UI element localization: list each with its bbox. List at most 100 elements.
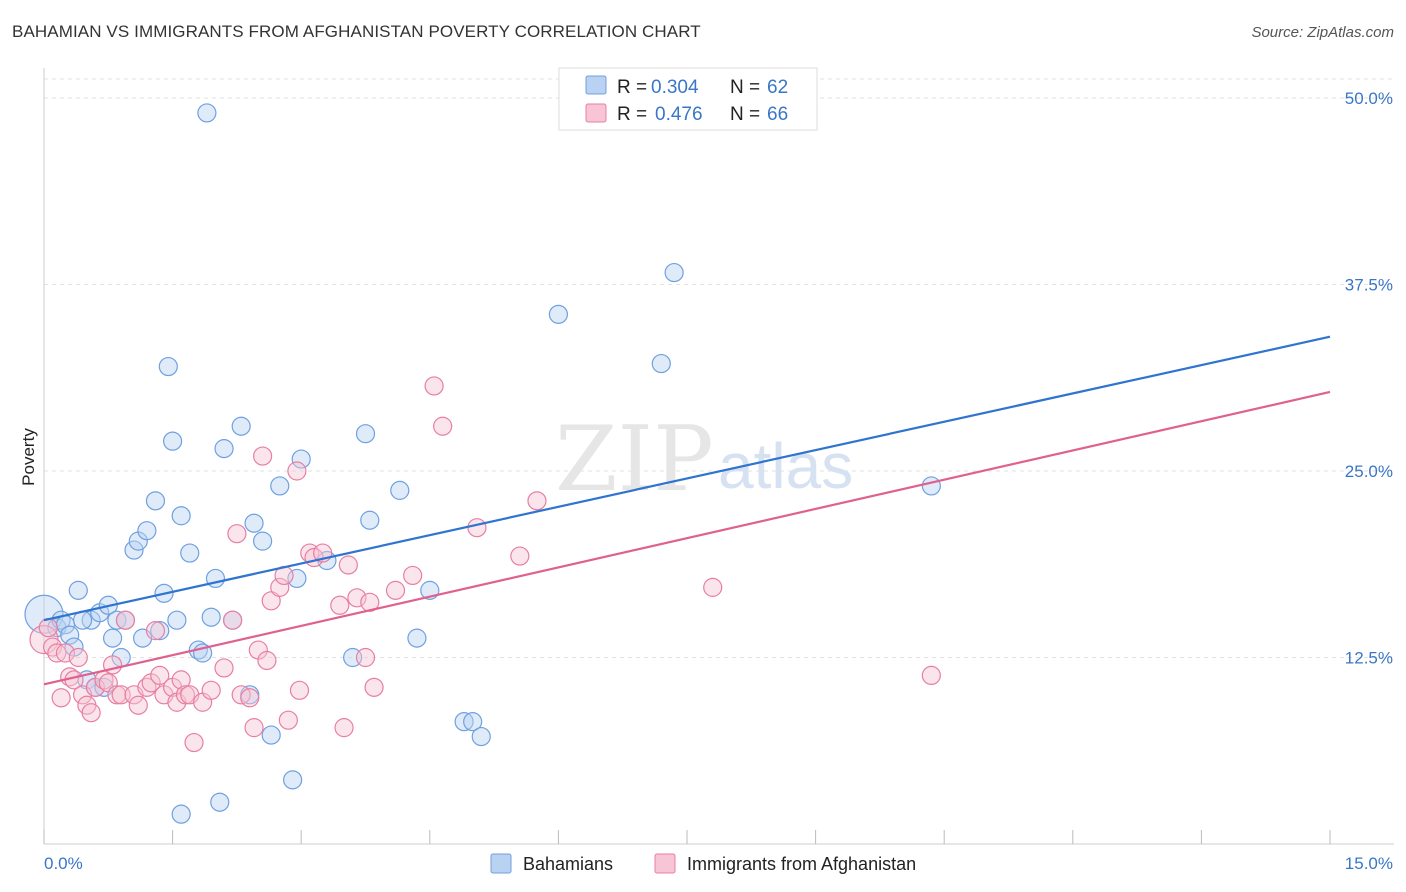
afghan-point-47 — [287, 461, 307, 481]
watermark: ZIP atlas — [555, 407, 853, 512]
bahamian-point-37 — [244, 513, 264, 533]
bahamian-point-4 — [60, 625, 80, 645]
bottom-legend-label-afghanistan: Immigrants from Afghanistan — [687, 854, 916, 874]
afghan-point-56 — [355, 647, 376, 668]
bahamian-point-35 — [231, 416, 251, 436]
afghan-point-23 — [145, 621, 166, 641]
bahamian-point-12 — [102, 628, 123, 648]
bahamian-point-0 — [24, 594, 64, 634]
legend-r-value-1: 0.304 — [651, 77, 699, 98]
bahamian-point-23 — [163, 431, 183, 451]
legend-swatch-bahamians — [585, 75, 607, 95]
afghan-point-42 — [257, 650, 277, 671]
afghan-point-65 — [527, 491, 547, 511]
bottom-legend-swatch-afghanistan — [654, 853, 676, 874]
bahamian-point-6 — [68, 580, 88, 600]
x-tick-labels: 0.0% 15.0% — [44, 854, 1393, 873]
bahamian-point-20 — [145, 491, 166, 511]
bahamian-point-21 — [150, 621, 170, 641]
legend-r-label-2: R = — [617, 104, 647, 125]
bahamian-trend-line — [43, 335, 1331, 622]
afghan-point-62 — [433, 416, 453, 436]
afghan-point-35 — [223, 610, 243, 630]
bahamian-point-33 — [214, 439, 234, 459]
y-tick-label-1: 25.0% — [1345, 462, 1393, 481]
afghan-point-44 — [270, 577, 290, 597]
y-tick-label-0: 12.5% — [1345, 649, 1393, 668]
bahamian-point-24 — [158, 356, 178, 377]
source-attribution: Source: ZipAtlas.com — [1251, 24, 1394, 41]
legend-box: R = 0.304 N = 62 R = 0.476 N = 66 — [558, 67, 818, 131]
bahamian-point-30 — [197, 103, 217, 123]
afghan-point-61 — [424, 376, 444, 396]
afghan-point-33 — [201, 680, 221, 700]
bahamian-point-47 — [360, 510, 380, 530]
legend-r-value-2: 0.476 — [655, 104, 703, 125]
bottom-legend-label-bahamians: Bahamians — [523, 854, 613, 874]
bahamian-point-27 — [180, 543, 200, 563]
chart-title: BAHAMIAN VS IMMIGRANTS FROM AFGHANISTAN … — [12, 22, 701, 41]
legend-n-value-2: 66 — [767, 104, 788, 125]
afghan-point-4 — [51, 688, 71, 708]
bottom-legend-swatch-bahamians — [490, 853, 512, 874]
afghan-point-11 — [81, 703, 101, 723]
afghan-trend-line — [43, 390, 1331, 686]
afghan-point-29 — [175, 685, 196, 705]
afghan-point-60 — [403, 565, 423, 586]
bahamian-point-38 — [253, 531, 273, 551]
bahamian-point-41 — [283, 770, 303, 790]
axes — [43, 68, 1394, 845]
bahamian-point-39 — [261, 725, 281, 745]
y-axis-label: Poverty — [19, 428, 38, 486]
y-tick-label-3: 50.0% — [1345, 89, 1393, 108]
afghan-point-34 — [214, 658, 234, 678]
legend-n-value-1: 62 — [767, 77, 788, 98]
afghan-point-39 — [244, 718, 264, 738]
afghan-point-20 — [128, 695, 148, 715]
afghan-point-8 — [68, 647, 88, 668]
afghan-point-48 — [289, 680, 310, 700]
afghan-point-1 — [38, 618, 58, 638]
legend-n-label-1: N = — [730, 77, 760, 98]
bahamian-point-59 — [210, 792, 230, 812]
bahamian-point-26 — [171, 506, 191, 526]
afghan-point-66 — [703, 577, 723, 597]
afghan-point-5 — [55, 643, 76, 663]
x-tick-label-1: 15.0% — [1345, 854, 1393, 873]
afghan-point-59 — [385, 580, 406, 600]
afghan-point-28 — [171, 670, 191, 690]
bahamian-point-57 — [921, 476, 941, 496]
x-tick-label-0: 0.0% — [44, 854, 83, 873]
bahamian-point-16 — [124, 540, 144, 560]
bahamian-point-25 — [167, 610, 187, 630]
bahamian-point-43 — [291, 449, 311, 469]
afghan-point-53 — [334, 718, 354, 738]
bahamian-point-55 — [651, 353, 671, 374]
afghan-point-46 — [278, 710, 298, 730]
bahamian-point-52 — [463, 712, 483, 732]
afghan-point-41 — [253, 446, 273, 466]
watermark-atlas: atlas — [718, 430, 853, 502]
legend-n-label-2: N = — [730, 104, 760, 125]
watermark-zip: ZIP — [555, 407, 714, 512]
y-tick-label-2: 37.5% — [1345, 276, 1393, 295]
afghan-point-18 — [115, 610, 136, 630]
bahamian-point-56 — [664, 262, 684, 283]
afghan-point-38 — [240, 688, 260, 708]
afghan-point-43 — [261, 591, 281, 611]
afghan-point-55 — [347, 588, 367, 608]
bahamian-point-48 — [390, 480, 410, 500]
afghan-point-16 — [107, 685, 127, 705]
afghan-point-52 — [330, 595, 350, 615]
afghan-point-36 — [227, 524, 247, 544]
afghan-point-64 — [510, 546, 530, 566]
afghan-point-24 — [150, 665, 170, 686]
legend-swatch-afghanistan — [585, 103, 607, 123]
bahamian-point-54 — [548, 304, 569, 324]
bahamian-point-46 — [355, 424, 376, 444]
trend-lines — [43, 335, 1331, 686]
afghan-point-58 — [364, 677, 384, 697]
bahamian-point-40 — [270, 476, 290, 496]
afghan-point-67 — [921, 665, 941, 686]
